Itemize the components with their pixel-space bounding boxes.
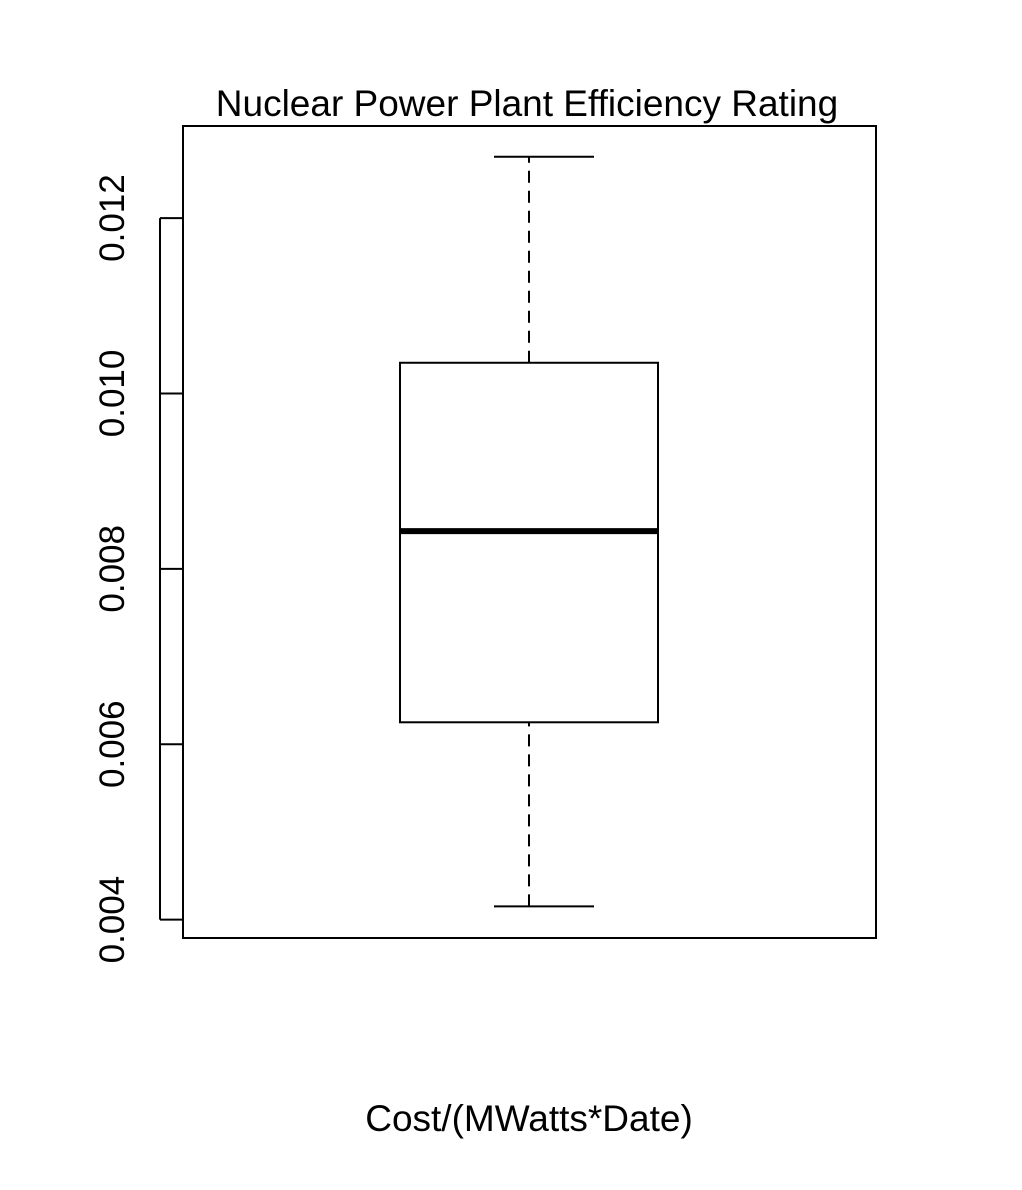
y-tick-label: 0.008: [93, 525, 132, 613]
y-tick-label: 0.004: [93, 876, 132, 964]
plot-frame: [182, 125, 877, 939]
interquartile-box: [399, 361, 659, 724]
y-tick-label: 0.010: [93, 350, 132, 438]
y-axis: 0.004 0.006 0.008 0.010 0.012: [93, 174, 183, 963]
chart-title: Nuclear Power Plant Efficiency Rating: [216, 83, 838, 124]
y-tick-label: 0.012: [93, 174, 132, 262]
y-tick-label: 0.006: [93, 700, 132, 788]
box-plot: [399, 155, 659, 908]
x-axis-label: Cost/(MWatts*Date): [365, 1098, 693, 1139]
